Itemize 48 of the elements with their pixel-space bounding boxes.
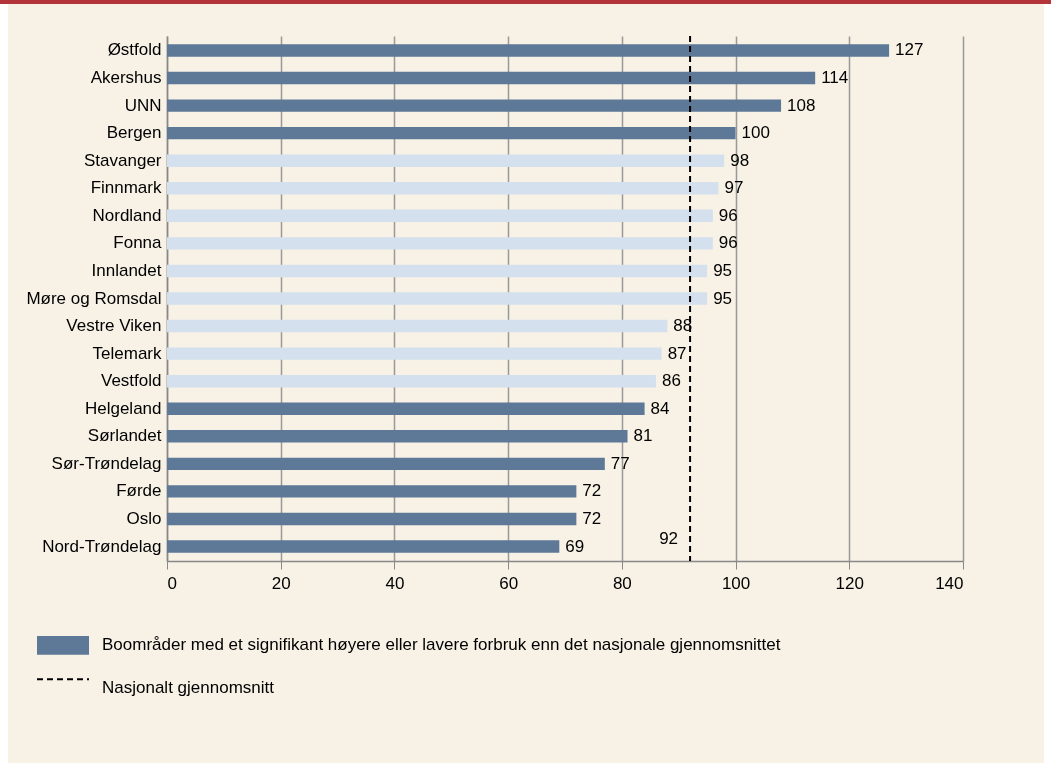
annotation: 92 — [659, 528, 679, 548]
data-label: 77 — [610, 453, 630, 473]
y-tick-label: Akershus — [90, 68, 162, 88]
data-label: 100 — [741, 123, 770, 143]
data-label: 114 — [821, 68, 849, 88]
x-tick-label: 20 — [271, 573, 291, 593]
data-label: 87 — [667, 343, 687, 363]
y-tick-label: Finnmark — [90, 178, 162, 198]
data-label: 72 — [582, 481, 602, 501]
data-label: 72 — [582, 508, 602, 528]
legend-label: Boområder med et signifikant høyere eller lavere forbruk enn det nasjonale gjennomsnittet — [102, 635, 781, 655]
y-tick-label: UNN — [124, 95, 162, 115]
y-tick-label: Førde — [116, 481, 162, 501]
x-tick-label: 0 — [167, 573, 177, 593]
y-tick-label: Østfold — [107, 40, 162, 60]
y-tick-label: Sør-Trøndelag — [51, 453, 162, 473]
y-tick-label: Fonna — [113, 233, 163, 253]
data-label: 98 — [730, 150, 750, 170]
data-label: 86 — [661, 371, 681, 391]
data-label: 81 — [633, 426, 653, 446]
y-tick-label: Innlandet — [91, 260, 162, 280]
legend-label: Nasjonalt gjennomsnitt — [102, 678, 275, 698]
data-label: 95 — [713, 288, 733, 308]
data-label: 108 — [787, 95, 816, 115]
y-tick-label: Nord-Trøndelag — [42, 536, 162, 556]
x-tick-label: 40 — [385, 573, 405, 593]
y-tick-label: Nordland — [92, 205, 162, 225]
y-tick-label: Bergen — [106, 123, 162, 143]
y-tick-label: Telemark — [92, 343, 162, 363]
y-tick-label: Stavanger — [84, 150, 162, 170]
data-label: 127 — [895, 40, 924, 60]
y-tick-label: Oslo — [126, 508, 162, 528]
y-tick-label: Helgeland — [84, 398, 162, 418]
x-tick-label: 140 — [935, 573, 964, 593]
y-tick-label: Vestfold — [101, 371, 162, 391]
x-tick-label: 120 — [835, 573, 864, 593]
y-tick-label: Møre og Romsdal — [26, 288, 162, 308]
data-label: 96 — [718, 233, 738, 253]
data-label: 69 — [565, 536, 585, 556]
data-label: 97 — [724, 178, 744, 198]
x-tick-label: 100 — [721, 573, 751, 593]
data-label: 96 — [718, 205, 738, 225]
data-label: 84 — [650, 398, 670, 418]
x-tick-label: 60 — [499, 573, 519, 593]
y-tick-label: Sørlandet — [87, 426, 162, 446]
x-tick-label: 80 — [612, 573, 632, 593]
y-tick-label: Vestre Viken — [66, 316, 162, 336]
data-label: 95 — [713, 260, 733, 280]
